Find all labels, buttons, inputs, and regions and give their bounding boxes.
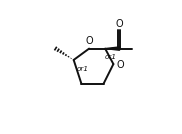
Text: O: O (85, 36, 93, 46)
Text: O: O (116, 19, 123, 29)
Text: O: O (116, 60, 124, 70)
Polygon shape (105, 47, 120, 50)
Text: or1: or1 (105, 54, 117, 60)
Text: or1: or1 (77, 66, 89, 72)
